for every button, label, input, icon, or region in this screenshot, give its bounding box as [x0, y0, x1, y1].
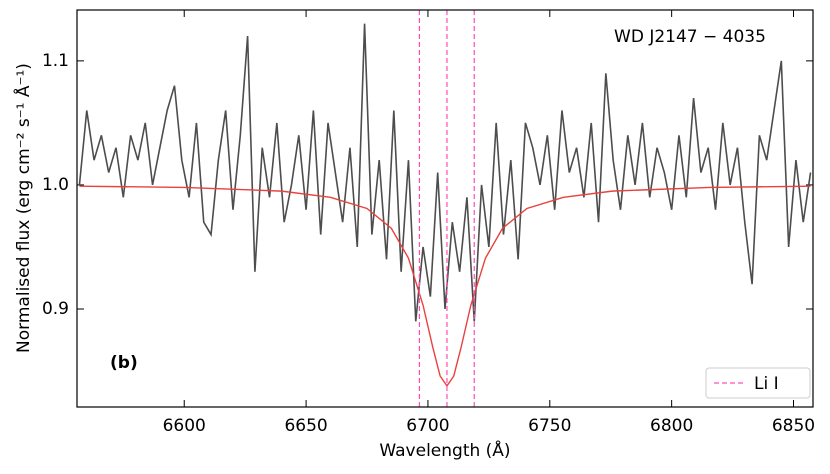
- series-line: [79, 185, 811, 388]
- annotation: WD J2147 − 4035: [614, 27, 766, 47]
- x-tick-label: 6850: [772, 416, 815, 436]
- y-tick-label: 0.9: [42, 299, 69, 319]
- y-tick-label: 1.0: [42, 175, 69, 195]
- x-tick-label: 6600: [163, 416, 206, 436]
- legend-box: [705, 367, 811, 399]
- x-axis-label: Wavelength (Å): [379, 439, 510, 461]
- annotation: (b): [110, 353, 138, 373]
- x-tick-label: 6750: [528, 416, 571, 436]
- plot-frame: [76, 9, 814, 408]
- x-tick-label: 6800: [650, 416, 693, 436]
- x-tick-label: 6650: [284, 416, 327, 436]
- y-tick-label: 1.1: [42, 51, 69, 71]
- y-axis-label: Normalised flux (erg cm⁻² s⁻¹ Å⁻¹): [12, 63, 34, 353]
- legend-label: Li I: [754, 374, 779, 394]
- x-tick-label: 6700: [406, 416, 449, 436]
- series-line: [78, 23, 812, 322]
